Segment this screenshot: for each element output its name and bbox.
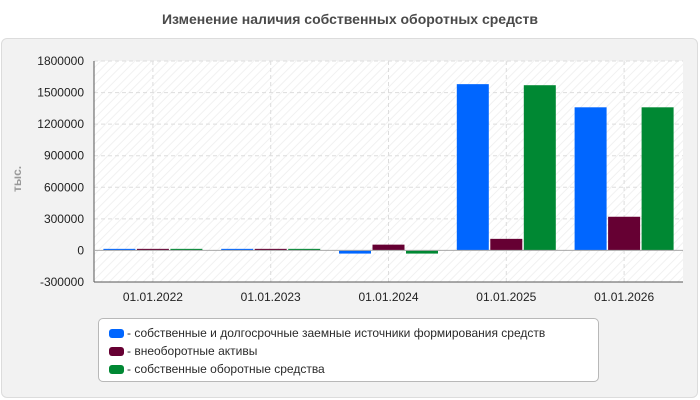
bar xyxy=(288,248,321,251)
axes: -300000 0 300000 600000 900000 1200000 1500000… xyxy=(37,54,683,304)
bar xyxy=(221,248,254,251)
bar xyxy=(136,248,169,251)
bar xyxy=(406,250,438,254)
legend: - собственные и долгосрочные заемные ист… xyxy=(98,318,599,382)
bars xyxy=(103,84,674,254)
legend-label: - собственные и долгосрочные заемные ист… xyxy=(127,326,546,340)
bar xyxy=(372,244,405,251)
chart-title: Изменение наличия собственных оборотных … xyxy=(161,11,539,27)
y-tick-label: 600000 xyxy=(44,180,84,194)
x-tick-label: 01.01.2024 xyxy=(358,290,418,304)
legend-swatch xyxy=(109,364,124,374)
bar xyxy=(574,107,607,251)
y-tick-label: 1500000 xyxy=(37,86,84,100)
bar xyxy=(523,85,556,251)
bar xyxy=(608,216,641,251)
y-axis-label: тыс. xyxy=(10,165,24,192)
x-tick-label: 01.01.2022 xyxy=(123,290,183,304)
x-tick-label: 01.01.2025 xyxy=(476,290,536,304)
bar xyxy=(170,248,203,251)
legend-item: - внеоборотные активы xyxy=(109,342,598,360)
bar xyxy=(254,248,287,251)
bar xyxy=(339,250,371,254)
y-tick-label: -300000 xyxy=(40,275,84,289)
bar xyxy=(490,238,523,251)
bar xyxy=(456,84,489,251)
y-tick-label: 300000 xyxy=(44,212,84,226)
legend-swatch xyxy=(109,328,124,338)
x-tick-label: 01.01.2026 xyxy=(594,290,654,304)
y-tick-label: 1200000 xyxy=(37,117,84,131)
legend-item: - собственные оборотные средства xyxy=(109,360,598,378)
legend-label: - собственные оборотные средства xyxy=(127,362,325,376)
y-tick-label: 1800000 xyxy=(37,54,84,68)
bar xyxy=(641,107,674,251)
bar xyxy=(103,248,136,251)
legend-swatch xyxy=(109,346,124,356)
y-tick-label: 0 xyxy=(77,243,84,257)
y-tick-label: 900000 xyxy=(44,149,84,163)
legend-label: - внеоборотные активы xyxy=(127,344,258,358)
legend-item: - собственные и долгосрочные заемные ист… xyxy=(109,324,598,342)
x-tick-label: 01.01.2023 xyxy=(241,290,301,304)
